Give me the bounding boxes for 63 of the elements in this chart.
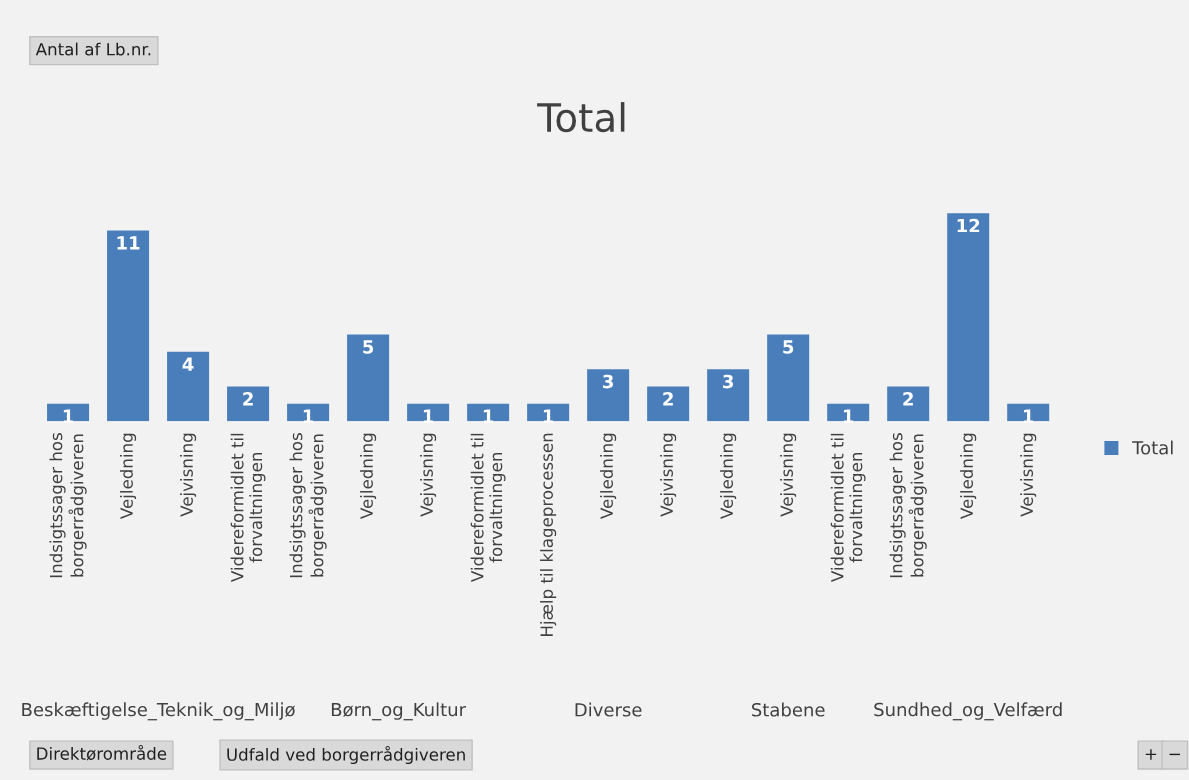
bar [407,403,450,422]
x-tick-label: Vejvisning [780,433,797,517]
data-label: 1 [423,409,434,423]
bar [47,403,90,422]
data-label: 4 [182,357,194,371]
text: Direktørområde [37,745,167,761]
bar [827,403,870,422]
data-label: 3 [603,374,613,389]
data-label: 1 [1023,409,1034,423]
x-tick-label: Vejledning [600,433,617,519]
text: + [1145,749,1157,760]
x-tick-label: Vejledning [360,433,377,519]
x-tick-label: Vejvisning [660,433,677,517]
x-tick-label: Vejledning [120,433,137,519]
bar [887,386,930,422]
legend-label: Total [1132,440,1173,455]
x-tick-label: Vejledning [960,433,977,519]
text: Stabene [751,702,825,717]
x-tick-label: Videreformidlet til forvaltningen [470,433,506,582]
data-label: 2 [663,392,673,406]
data-label: 3 [723,374,733,389]
bar [287,403,330,422]
x-tick-label: Vejvisning [180,433,197,517]
bar [227,386,270,422]
text: Børn_og_Kultur [331,702,467,721]
bar [767,334,810,422]
bar [167,351,210,422]
bar [707,369,750,422]
data-label: 5 [783,340,794,354]
data-label: 1 [303,409,314,423]
data-label: 1 [483,409,494,423]
x-tick-label: Vejledning [720,433,737,519]
text: − [1169,753,1180,756]
x-tick-label: Videreformidlet til forvaltningen [830,433,866,582]
data-label: 2 [243,392,253,406]
text: Udfald ved borgerrådgiveren [227,745,465,765]
bar [587,369,630,422]
x-tick-label: Vejvisning [1020,433,1037,517]
x-tick-label: Indsigtssager hos borgerrådgiveren [289,433,327,578]
x-tick-label: Indsigtssager hos borgerrådgiveren [889,433,927,578]
bar [647,386,690,422]
data-label: 12 [957,218,980,233]
bar [107,230,150,422]
x-tick-label: Videreformidlet til forvaltningen [230,433,266,582]
bar [467,403,510,422]
data-label: 1 [843,409,854,423]
bar [947,213,990,422]
x-tick-label: Indsigtssager hos borgerrådgiveren [49,433,87,578]
data-label: 1 [543,409,554,423]
data-label: 1 [63,409,74,423]
bar [527,403,570,422]
bar [1007,403,1050,422]
bar [347,334,390,422]
x-tick-label: Vejvisning [420,433,437,517]
text: Beskæftigelse_Teknik_og_Miljø [22,702,295,721]
text: Sundhed_og_Velfærd [874,702,1062,721]
text: Diverse [575,702,642,717]
data-label: 2 [903,392,913,406]
text: Antal af Lb.nr. [35,42,151,56]
data-label: 11 [117,236,140,250]
data-label: 5 [363,340,374,354]
chart-title: Total [537,102,625,133]
x-tick-label: Hjælp til klageprocessen [540,433,557,636]
